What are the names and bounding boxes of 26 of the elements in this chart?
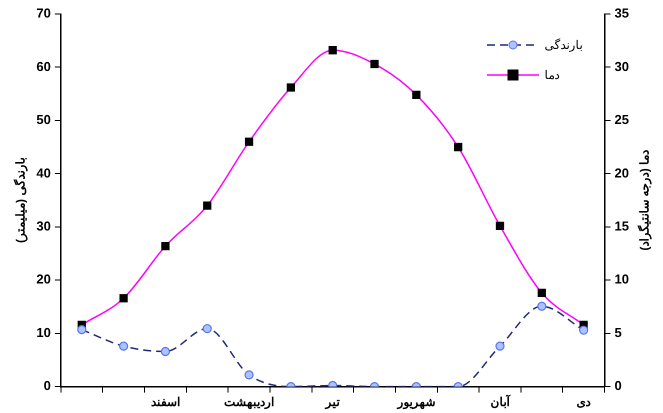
y2-axis-title: دما (درجه سانتیگراد) [636, 150, 652, 251]
y-axis-title: بارندگی (میلیمتر) [12, 158, 29, 243]
y-tick-label: 10 [36, 324, 51, 340]
y2-tick-label: 30 [614, 58, 630, 74]
y-tick-label: 70 [36, 6, 51, 21]
y2-tick-label: 5 [614, 324, 622, 340]
x-tick-label: اردیبهشت [224, 395, 274, 410]
x-tick-label: اسفند [150, 395, 180, 410]
y2-tick-label: 35 [614, 6, 630, 21]
y-tick-label: 40 [36, 165, 51, 180]
x-tick-label: آبان [490, 393, 512, 410]
x-tick-label: تیر [324, 395, 341, 410]
y-tick-label: 0 [44, 378, 51, 394]
y-tick-label: 30 [36, 218, 51, 234]
legend-label: دما [544, 68, 560, 82]
y2-tick-label: 0 [614, 378, 622, 394]
y-tick-label: 60 [36, 58, 51, 74]
y-tick-label: 50 [36, 112, 51, 128]
legend-label: بارندگی [544, 38, 583, 52]
y2-tick-label: 10 [614, 272, 630, 287]
y2-tick-label: 20 [614, 165, 630, 180]
y2-tick-label: 25 [614, 112, 630, 128]
x-tick-label: شهریور [396, 395, 436, 410]
y-tick-label: 20 [36, 272, 51, 287]
x-tick-label: دی [576, 395, 591, 410]
y2-tick-label: 15 [614, 218, 630, 234]
